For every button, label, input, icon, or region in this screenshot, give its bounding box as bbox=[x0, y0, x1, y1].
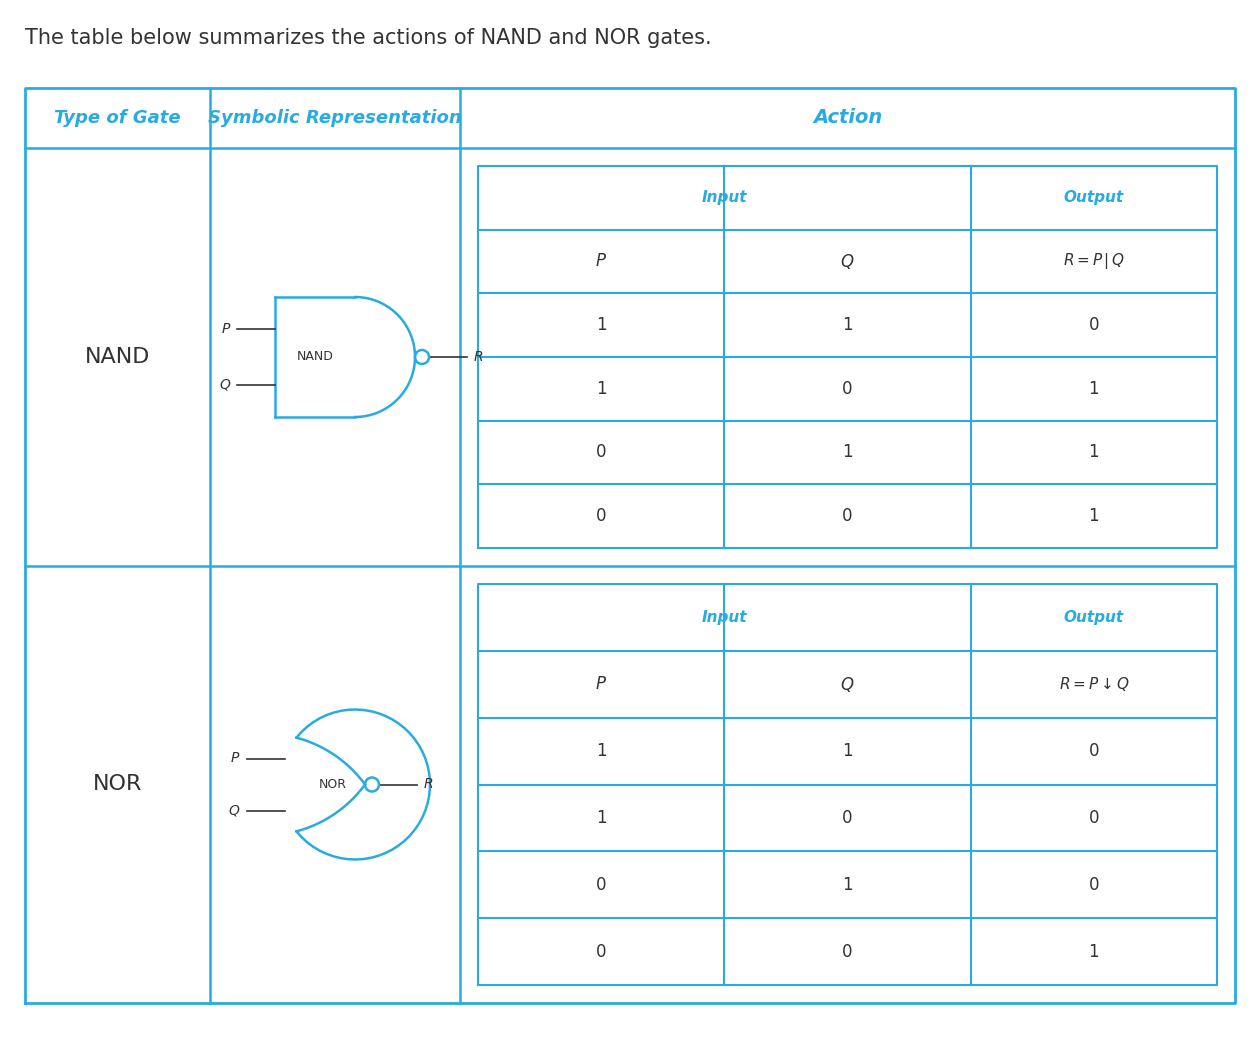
Text: $R$: $R$ bbox=[423, 777, 433, 792]
Text: $Q$: $Q$ bbox=[840, 252, 854, 271]
Text: Output: Output bbox=[1063, 191, 1124, 205]
Text: 1: 1 bbox=[1089, 380, 1099, 398]
Text: 1: 1 bbox=[596, 742, 606, 760]
Text: Symbolic Representation: Symbolic Representation bbox=[208, 110, 462, 127]
Text: Input: Input bbox=[702, 191, 747, 205]
Text: 0: 0 bbox=[596, 942, 606, 960]
Text: 0: 0 bbox=[1089, 876, 1099, 894]
Text: $P$: $P$ bbox=[231, 752, 241, 766]
Text: 1: 1 bbox=[596, 809, 606, 827]
Text: The table below summarizes the actions of NAND and NOR gates.: The table below summarizes the actions o… bbox=[25, 28, 712, 48]
Text: NAND: NAND bbox=[84, 347, 150, 367]
Text: 0: 0 bbox=[1089, 809, 1099, 827]
Text: 0: 0 bbox=[842, 508, 853, 525]
Text: NAND: NAND bbox=[296, 351, 334, 363]
Text: 1: 1 bbox=[842, 876, 853, 894]
Text: $Q$: $Q$ bbox=[228, 803, 241, 818]
Text: $P$: $P$ bbox=[595, 675, 607, 693]
Text: 0: 0 bbox=[596, 876, 606, 894]
Text: 1: 1 bbox=[842, 742, 853, 760]
Text: Input: Input bbox=[702, 610, 747, 624]
Text: Type of Gate: Type of Gate bbox=[54, 110, 181, 127]
Text: 1: 1 bbox=[1089, 508, 1099, 525]
Text: $P$: $P$ bbox=[595, 253, 607, 271]
Text: 1: 1 bbox=[842, 316, 853, 334]
Text: $Q$: $Q$ bbox=[219, 377, 231, 393]
Text: Output: Output bbox=[1063, 610, 1124, 624]
Text: 0: 0 bbox=[842, 809, 853, 827]
Text: $R = P\downarrow Q$: $R = P\downarrow Q$ bbox=[1058, 675, 1129, 693]
Text: $R$: $R$ bbox=[472, 350, 484, 364]
Text: 0: 0 bbox=[596, 443, 606, 461]
Text: 1: 1 bbox=[596, 316, 606, 334]
Text: $P$: $P$ bbox=[220, 322, 231, 336]
Text: Action: Action bbox=[813, 108, 882, 127]
Text: 1: 1 bbox=[1089, 942, 1099, 960]
Text: 1: 1 bbox=[1089, 443, 1099, 461]
Text: 0: 0 bbox=[1089, 742, 1099, 760]
Text: 0: 0 bbox=[842, 380, 853, 398]
Text: 0: 0 bbox=[596, 508, 606, 525]
Text: NOR: NOR bbox=[319, 778, 347, 791]
Text: $R = P\,|\,Q$: $R = P\,|\,Q$ bbox=[1063, 252, 1125, 272]
Text: 0: 0 bbox=[842, 942, 853, 960]
Text: 1: 1 bbox=[596, 380, 606, 398]
Text: NOR: NOR bbox=[93, 775, 142, 795]
Text: 0: 0 bbox=[1089, 316, 1099, 334]
Text: 1: 1 bbox=[842, 443, 853, 461]
Text: $Q$: $Q$ bbox=[840, 675, 854, 694]
